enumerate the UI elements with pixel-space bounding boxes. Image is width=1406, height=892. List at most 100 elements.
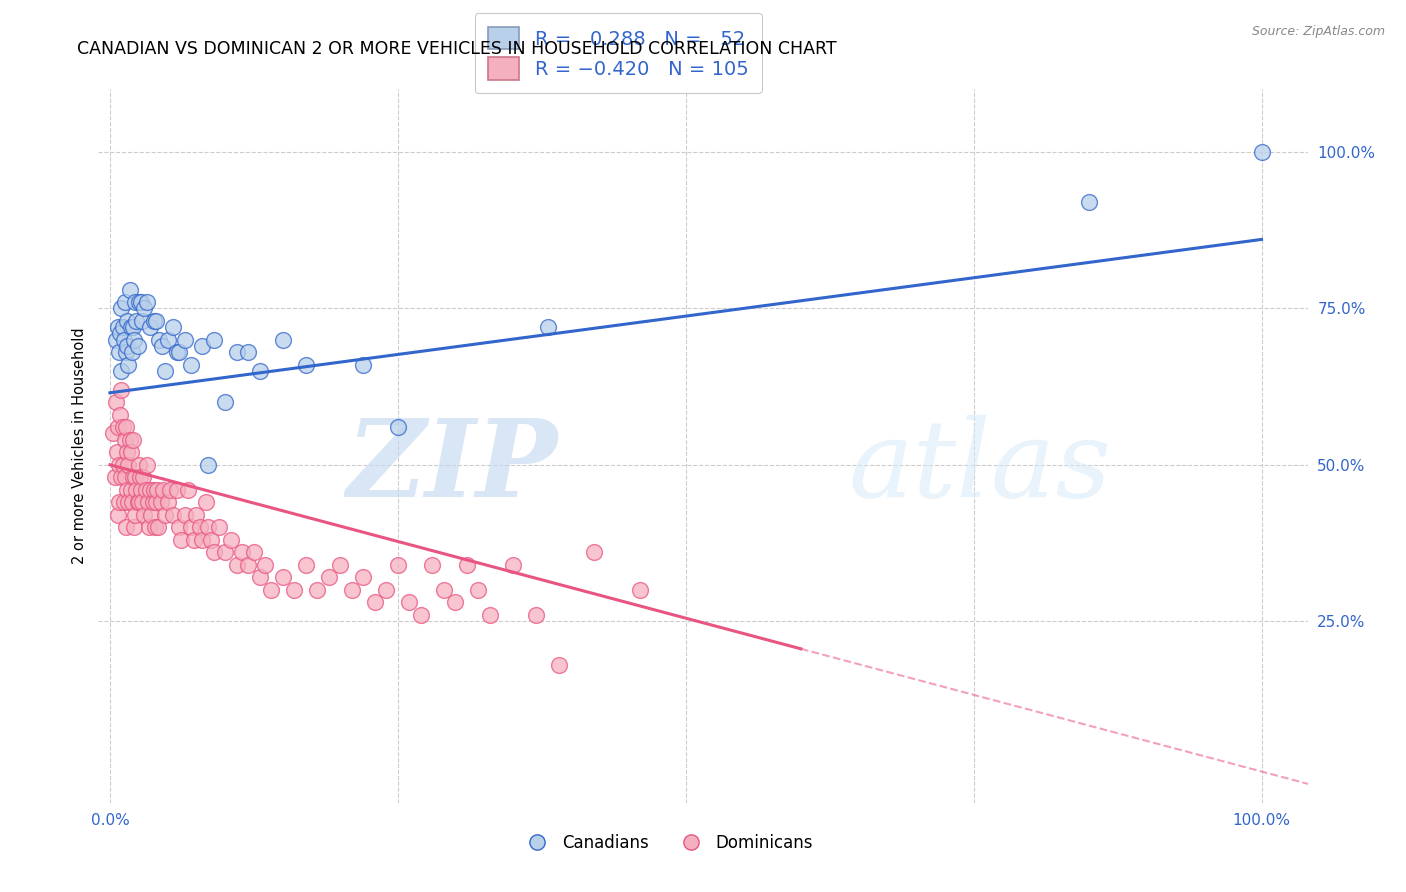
Point xyxy=(122,333,145,347)
Point xyxy=(183,533,205,547)
Point xyxy=(104,395,127,409)
Point xyxy=(145,314,167,328)
Point xyxy=(294,358,316,372)
Point xyxy=(156,333,179,347)
Point xyxy=(191,533,214,547)
Point xyxy=(120,483,142,497)
Point xyxy=(115,445,138,459)
Point xyxy=(129,295,152,310)
Point xyxy=(166,345,188,359)
Point xyxy=(112,495,135,509)
Point xyxy=(162,320,184,334)
Point xyxy=(225,558,247,572)
Point xyxy=(167,520,190,534)
Point xyxy=(254,558,277,572)
Point xyxy=(104,333,127,347)
Point xyxy=(120,445,142,459)
Point xyxy=(159,483,181,497)
Point xyxy=(135,295,157,310)
Point xyxy=(141,508,163,522)
Point xyxy=(148,520,170,534)
Point xyxy=(105,445,128,459)
Point xyxy=(502,558,524,572)
Point xyxy=(118,433,141,447)
Point xyxy=(170,533,193,547)
Point xyxy=(225,345,247,359)
Point xyxy=(149,495,172,509)
Point xyxy=(202,333,225,347)
Point xyxy=(138,520,160,534)
Point xyxy=(214,545,236,559)
Point xyxy=(152,483,174,497)
Point xyxy=(214,395,236,409)
Point xyxy=(162,508,184,522)
Point xyxy=(1077,194,1099,209)
Point xyxy=(352,358,374,372)
Point xyxy=(110,301,132,316)
Text: atlas: atlas xyxy=(848,415,1111,520)
Point xyxy=(135,458,157,472)
Point xyxy=(127,339,149,353)
Point xyxy=(115,483,138,497)
Point xyxy=(115,339,138,353)
Point xyxy=(467,582,489,597)
Point xyxy=(433,582,456,597)
Point xyxy=(122,320,145,334)
Point xyxy=(145,495,167,509)
Point xyxy=(110,408,132,422)
Point xyxy=(548,658,571,673)
Point xyxy=(122,520,145,534)
Point xyxy=(108,495,131,509)
Point xyxy=(173,333,195,347)
Point xyxy=(249,364,271,378)
Point xyxy=(103,470,125,484)
Point xyxy=(118,283,141,297)
Point xyxy=(294,558,316,572)
Point xyxy=(387,558,409,572)
Text: CANADIAN VS DOMINICAN 2 OR MORE VEHICLES IN HOUSEHOLD CORRELATION CHART: CANADIAN VS DOMINICAN 2 OR MORE VEHICLES… xyxy=(77,40,837,58)
Point xyxy=(132,470,155,484)
Point xyxy=(307,582,329,597)
Point xyxy=(142,483,165,497)
Point xyxy=(111,320,134,334)
Point xyxy=(117,495,139,509)
Point xyxy=(202,545,225,559)
Point xyxy=(127,495,149,509)
Point xyxy=(117,358,139,372)
Point xyxy=(200,533,222,547)
Point xyxy=(536,320,558,334)
Point xyxy=(186,508,208,522)
Point xyxy=(115,314,138,328)
Point xyxy=(131,495,153,509)
Point xyxy=(128,458,150,472)
Text: Source: ZipAtlas.com: Source: ZipAtlas.com xyxy=(1251,25,1385,38)
Point xyxy=(115,420,138,434)
Point xyxy=(124,295,146,310)
Point xyxy=(524,607,547,622)
Point xyxy=(134,301,156,316)
Point xyxy=(117,458,139,472)
Point xyxy=(107,508,129,522)
Point xyxy=(128,495,150,509)
Point xyxy=(236,345,259,359)
Point xyxy=(260,582,283,597)
Point xyxy=(236,558,259,572)
Point xyxy=(150,339,173,353)
Point xyxy=(135,483,157,497)
Point xyxy=(131,314,153,328)
Point xyxy=(444,595,467,609)
Point xyxy=(124,470,146,484)
Point xyxy=(110,326,132,341)
Point xyxy=(110,383,132,397)
Point xyxy=(114,470,136,484)
Text: ZIP: ZIP xyxy=(346,415,558,520)
Point xyxy=(121,495,143,509)
Point xyxy=(114,433,136,447)
Point xyxy=(173,508,195,522)
Point xyxy=(129,483,152,497)
Point xyxy=(340,582,363,597)
Point xyxy=(103,426,125,441)
Point xyxy=(139,483,162,497)
Point xyxy=(478,607,501,622)
Point xyxy=(364,595,387,609)
